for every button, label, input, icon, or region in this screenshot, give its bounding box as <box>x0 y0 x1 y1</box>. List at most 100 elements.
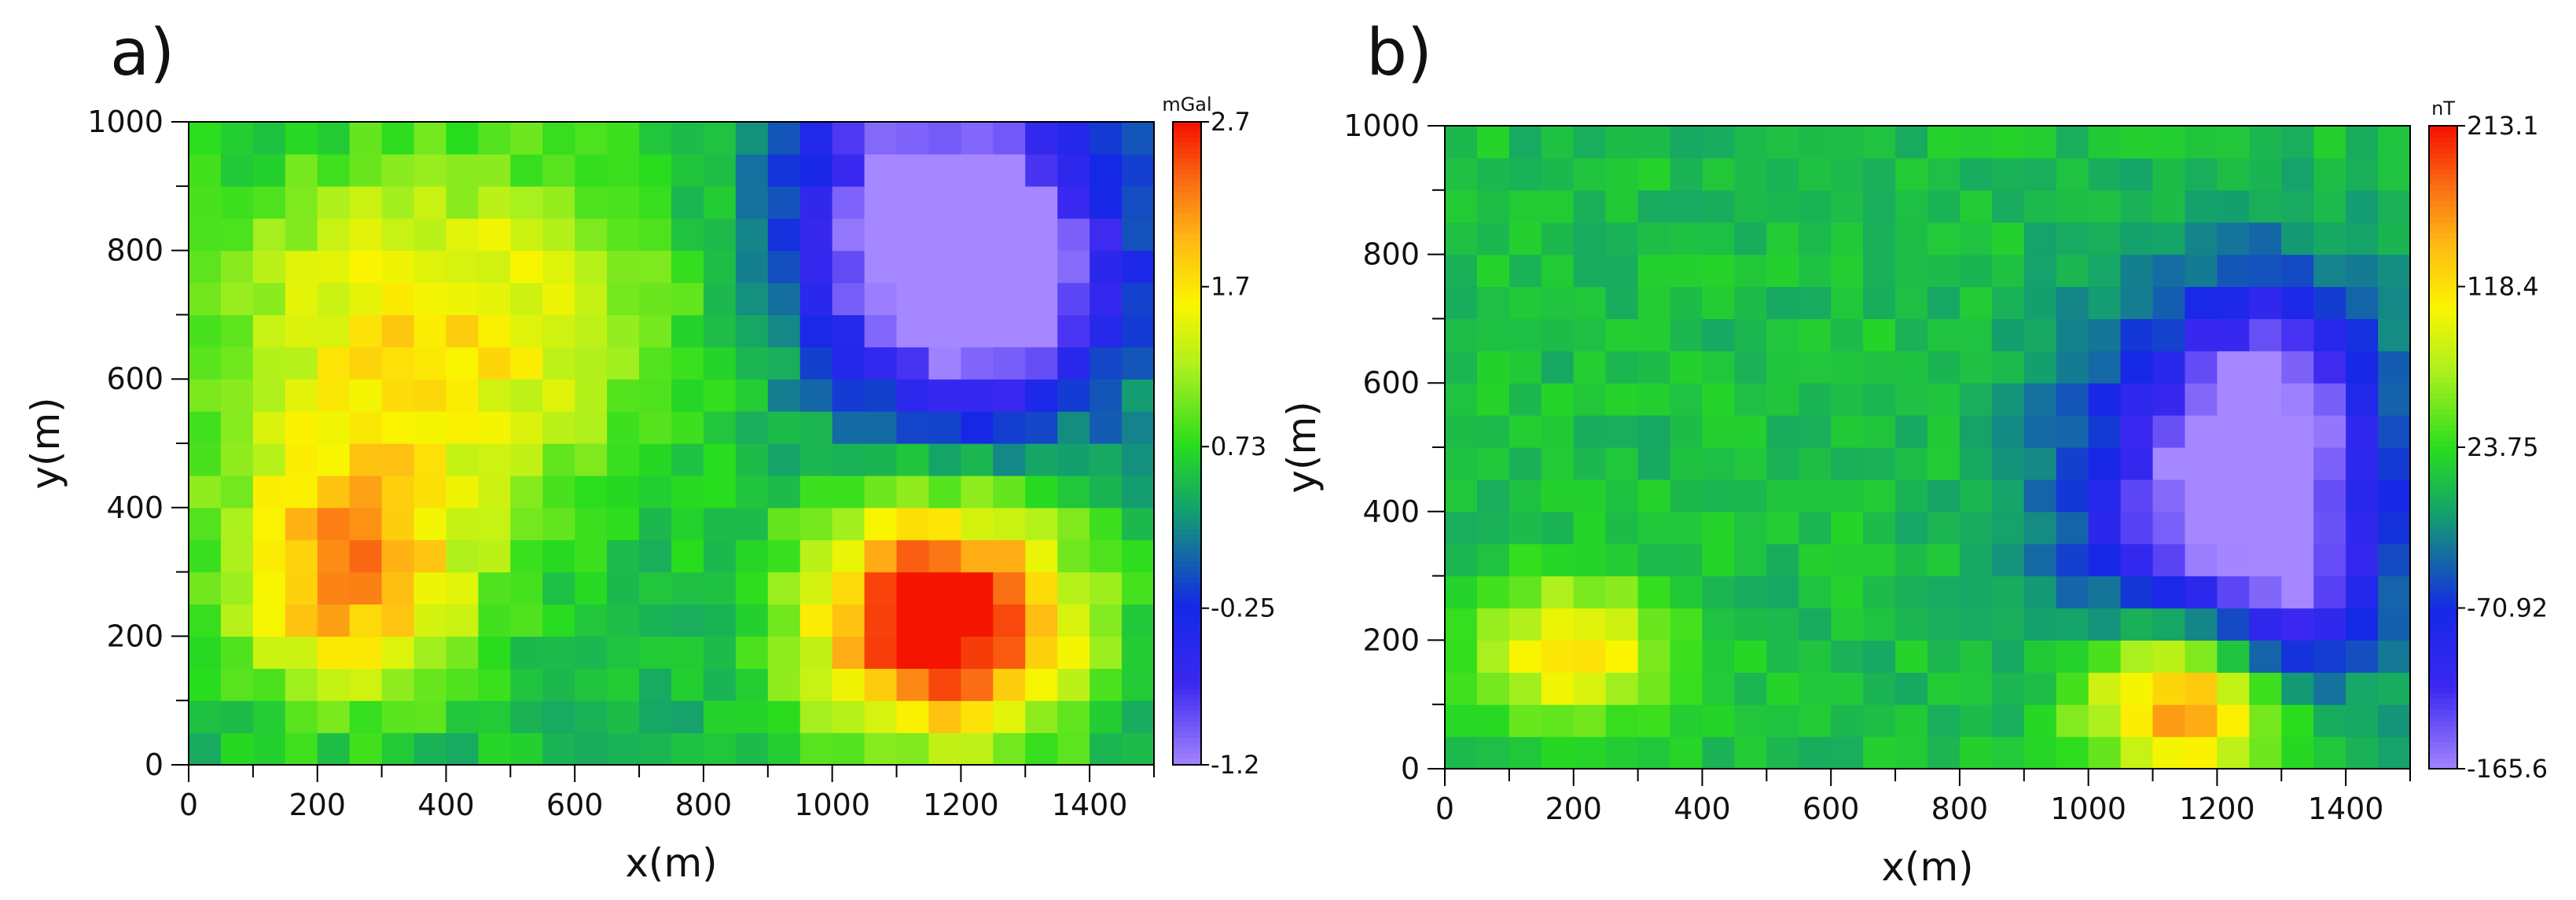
heatmap-cell <box>1605 511 1639 545</box>
heatmap-cell <box>1573 672 1607 705</box>
colorbar-segment <box>2429 661 2457 668</box>
heatmap-cell <box>961 475 994 509</box>
heatmap-cell <box>317 347 351 380</box>
heatmap-cell <box>1799 608 1832 641</box>
heatmap-cell <box>896 475 930 509</box>
heatmap-cell <box>1702 383 1735 416</box>
colorbar-segment <box>1173 175 1201 182</box>
heatmap-cell <box>1057 347 1090 380</box>
heatmap-cell <box>1831 318 1864 351</box>
heatmap-cell <box>510 443 543 476</box>
heatmap-cell <box>1057 411 1090 444</box>
heatmap-cell <box>1541 672 1575 705</box>
heatmap-cell <box>575 153 608 187</box>
heatmap-cell <box>1927 286 1960 319</box>
colorbar-frame <box>1172 121 1202 766</box>
heatmap-cell <box>317 733 351 766</box>
heatmap-cell <box>1734 351 1767 384</box>
heatmap-cell <box>1895 254 1928 288</box>
colorbar-segment <box>1173 748 1201 755</box>
heatmap-cell <box>2249 447 2282 480</box>
heatmap-cell <box>671 604 704 637</box>
heatmap-cell <box>1025 282 1058 315</box>
heatmap-cell <box>2217 511 2250 545</box>
heatmap-cell <box>381 379 415 412</box>
heatmap-cell <box>413 507 447 541</box>
heatmap-cell <box>381 604 415 637</box>
heatmap-cell <box>2185 126 2218 159</box>
heatmap-cell <box>1991 318 2025 351</box>
colorbar-segment <box>1173 722 1201 729</box>
y-axis-label-a: y(m) <box>23 397 68 489</box>
heatmap-cell <box>381 250 415 284</box>
heatmap-cell <box>220 507 254 541</box>
colorbar-segment <box>1173 700 1201 707</box>
heatmap-cell <box>349 186 383 219</box>
heatmap-cell <box>735 539 769 573</box>
heatmap-cell <box>317 411 351 444</box>
colorbar-segment <box>1173 518 1201 525</box>
heatmap-cell <box>1605 737 1639 770</box>
heatmap-cell <box>2023 126 2057 159</box>
heatmap-cell <box>542 636 575 669</box>
y-tick-label: 400 <box>1362 494 1420 529</box>
colorbar-segment <box>1173 314 1201 321</box>
heatmap-cell <box>510 604 543 637</box>
colorbar-segment <box>1173 668 1201 675</box>
heatmap-cell <box>2217 126 2250 159</box>
heatmap-cell <box>1766 318 1799 351</box>
colorbar-segment <box>2429 678 2457 684</box>
heatmap-cell <box>220 636 254 669</box>
colorbar-segment <box>2429 479 2457 486</box>
heatmap-cell <box>671 539 704 573</box>
heatmap-cell <box>2378 254 2411 288</box>
heatmap-cell <box>896 733 930 766</box>
heatmap-cell <box>896 507 930 541</box>
heatmap-cell <box>1541 383 1575 416</box>
colorbar-segment <box>2429 179 2457 186</box>
heatmap-cell <box>1057 668 1090 701</box>
heatmap-cell <box>961 411 994 444</box>
heatmap-cell <box>1476 351 1510 384</box>
heatmap-cell <box>220 700 254 733</box>
heatmap-cell <box>542 379 575 412</box>
heatmap-cell <box>735 700 769 733</box>
heatmap-cell <box>735 153 769 187</box>
heatmap-cell <box>2217 672 2250 705</box>
heatmap-cell <box>542 282 575 315</box>
heatmap-cell <box>349 443 383 476</box>
colorbar-segment <box>2429 463 2457 470</box>
heatmap-cell <box>478 604 511 637</box>
heatmap-cell <box>317 122 351 155</box>
heatmap-cell <box>1702 608 1735 641</box>
heatmap-cell <box>381 668 415 701</box>
heatmap-cell <box>2378 318 2411 351</box>
heatmap-cell <box>864 218 898 252</box>
heatmap-cell <box>1090 733 1123 766</box>
heatmap-cell <box>703 507 737 541</box>
heatmap-cell <box>2249 222 2282 255</box>
colorbar-segment <box>2429 688 2457 695</box>
heatmap-cell <box>1734 737 1767 770</box>
heatmap-cell <box>1734 157 1767 191</box>
heatmap-cell <box>1766 222 1799 255</box>
heatmap-cell <box>285 282 318 315</box>
heatmap-cell <box>1508 189 1542 223</box>
heatmap-cell <box>2088 286 2122 319</box>
heatmap-cell <box>1734 704 1767 737</box>
heatmap-cell <box>767 733 801 766</box>
heatmap-cell <box>1025 636 1058 669</box>
heatmap-cell <box>2056 286 2089 319</box>
heatmap-cell <box>607 122 640 155</box>
heatmap-cell <box>2056 447 2089 480</box>
heatmap-cell <box>2088 543 2122 577</box>
heatmap-cell <box>1057 186 1090 219</box>
heatmap-cell <box>1090 347 1123 380</box>
heatmap-cell <box>2120 286 2154 319</box>
heatmap-cell <box>1122 443 1155 476</box>
heatmap-cell <box>220 379 254 412</box>
heatmap-cell <box>1605 575 1639 609</box>
heatmap-cell <box>1799 640 1832 673</box>
heatmap-cell <box>2185 479 2218 512</box>
heatmap-cell <box>381 153 415 187</box>
